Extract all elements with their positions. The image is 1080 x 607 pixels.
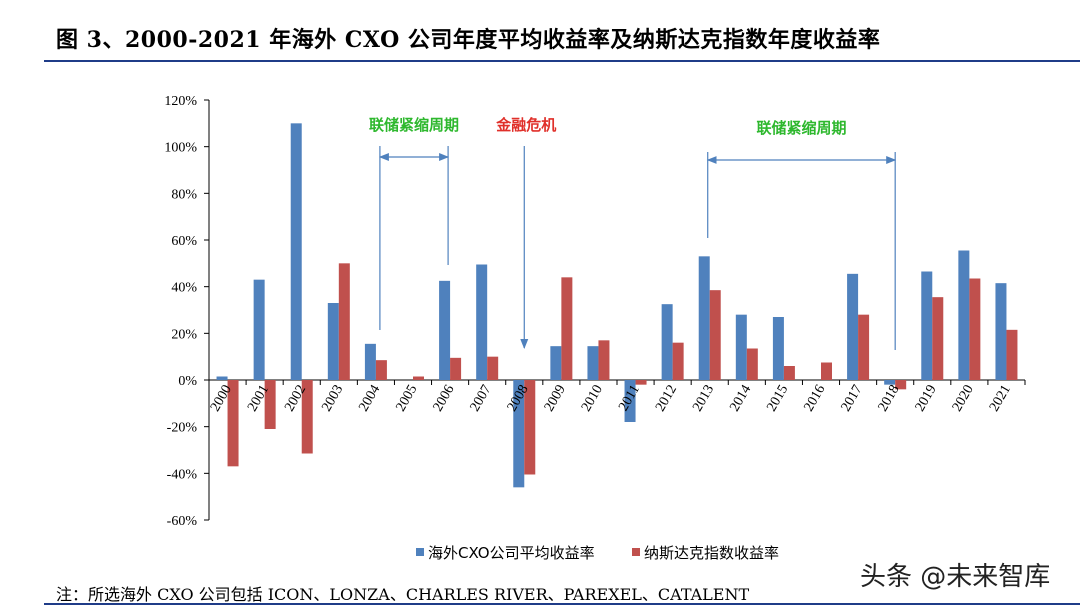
bar-cxo-2015 bbox=[772, 317, 784, 380]
x-tick-label: 2017 bbox=[839, 383, 866, 415]
x-tick-label: 2006 bbox=[431, 383, 458, 415]
bar-nasdaq-2018 bbox=[895, 380, 907, 390]
y-tick-label: 0% bbox=[178, 374, 197, 389]
y-tick-label: 120% bbox=[164, 94, 197, 109]
bar-cxo-2002 bbox=[290, 123, 302, 380]
x-tick-label: 2013 bbox=[690, 383, 717, 415]
bar-cxo-2019 bbox=[921, 271, 933, 380]
bar-nasdaq-2010 bbox=[598, 340, 610, 380]
y-tick-label: 40% bbox=[171, 281, 197, 296]
bar-cxo-2017 bbox=[847, 273, 859, 380]
annotation-financial-crisis: 金融危机 bbox=[495, 116, 556, 134]
legend-swatch-cxo bbox=[416, 548, 424, 556]
y-tick-label: -40% bbox=[167, 467, 198, 482]
y-tick-label: 60% bbox=[171, 234, 197, 249]
x-tick-label: 2010 bbox=[579, 383, 606, 415]
annotation-fed-tightening-1: 联储紧缩周期 bbox=[369, 116, 459, 134]
bar-cxo-2006 bbox=[439, 280, 451, 380]
bar-cxo-2018 bbox=[884, 380, 896, 385]
bar-nasdaq-2015 bbox=[783, 366, 795, 380]
bar-nasdaq-2001 bbox=[264, 380, 276, 429]
bar-nasdaq-2012 bbox=[672, 342, 684, 380]
x-tick-label: 2007 bbox=[468, 383, 495, 415]
figure-title: 图 3、2000-2021 年海外 CXO 公司年度平均收益率及纳斯达克指数年度… bbox=[56, 27, 881, 53]
x-tick-label: 2011 bbox=[616, 383, 643, 414]
bar-nasdaq-2011 bbox=[635, 380, 647, 385]
legend-swatch-nasdaq bbox=[632, 548, 640, 556]
bar-cxo-2008 bbox=[513, 380, 525, 488]
bar-nasdaq-2005 bbox=[413, 376, 424, 380]
bottom-rule bbox=[44, 603, 1080, 605]
y-tick-label: 80% bbox=[171, 187, 197, 202]
figure-note: 注：所选海外 CXO 公司包括 ICON、LONZA、CHARLES RIVER… bbox=[56, 585, 750, 604]
bar-cxo-2009 bbox=[550, 346, 562, 380]
legend-label-nasdaq: 纳斯达克指数收益率 bbox=[644, 544, 779, 562]
y-tick-label: -60% bbox=[167, 514, 198, 529]
annotation-fed-tightening-2: 联储紧缩周期 bbox=[756, 119, 846, 137]
x-tick-label: 2020 bbox=[950, 383, 977, 415]
bar-cxo-2000 bbox=[216, 376, 228, 380]
bar-cxo-2011 bbox=[624, 380, 636, 422]
bar-cxo-2003 bbox=[327, 303, 339, 380]
bar-nasdaq-2020 bbox=[969, 278, 981, 380]
x-tick-label: 2015 bbox=[764, 383, 791, 415]
x-tick-label: 2005 bbox=[393, 383, 420, 415]
bar-cxo-2012 bbox=[661, 304, 673, 380]
bar-nasdaq-2013 bbox=[709, 290, 721, 380]
x-tick-label: 2016 bbox=[801, 383, 828, 415]
x-tick-label: 2003 bbox=[319, 383, 346, 415]
bar-nasdaq-2007 bbox=[487, 356, 499, 380]
x-tick-label: 2012 bbox=[653, 383, 680, 415]
bar-cxo-2007 bbox=[476, 264, 488, 380]
x-tick-label: 2021 bbox=[987, 383, 1014, 415]
legend-label-cxo: 海外CXO公司平均收益率 bbox=[428, 544, 595, 562]
x-tick-label: 2014 bbox=[727, 383, 754, 415]
bar-nasdaq-2016 bbox=[821, 362, 832, 380]
x-tick-label: 2019 bbox=[913, 383, 940, 415]
bar-cxo-2010 bbox=[587, 346, 599, 380]
x-tick-label: 2004 bbox=[356, 383, 383, 415]
watermark: 头条 @未来智库 bbox=[860, 562, 1051, 592]
bar-cxo-2021 bbox=[995, 283, 1007, 380]
y-tick-label: -20% bbox=[167, 421, 198, 436]
bar-cxo-2004 bbox=[364, 343, 376, 380]
bar-nasdaq-2006 bbox=[450, 357, 462, 380]
bar-nasdaq-2002 bbox=[301, 380, 313, 454]
bar-nasdaq-2021 bbox=[1006, 329, 1018, 380]
x-tick-label: 2009 bbox=[542, 383, 569, 415]
y-tick-label: 20% bbox=[171, 327, 197, 342]
bar-nasdaq-2003 bbox=[338, 263, 350, 380]
bar-cxo-2014 bbox=[735, 314, 747, 380]
title-rule bbox=[44, 60, 1080, 62]
bar-nasdaq-2004 bbox=[375, 360, 387, 380]
bar-nasdaq-2019 bbox=[932, 297, 944, 380]
y-tick-label: 100% bbox=[164, 141, 197, 156]
bar-cxo-2020 bbox=[958, 250, 970, 380]
bar-nasdaq-2000 bbox=[227, 380, 239, 467]
bar-nasdaq-2009 bbox=[561, 277, 573, 380]
bar-nasdaq-2014 bbox=[746, 348, 758, 380]
bar-nasdaq-2017 bbox=[858, 314, 870, 380]
bar-nasdaq-2008 bbox=[524, 380, 536, 475]
bar-cxo-2001 bbox=[253, 279, 265, 380]
bar-cxo-2013 bbox=[698, 256, 710, 380]
